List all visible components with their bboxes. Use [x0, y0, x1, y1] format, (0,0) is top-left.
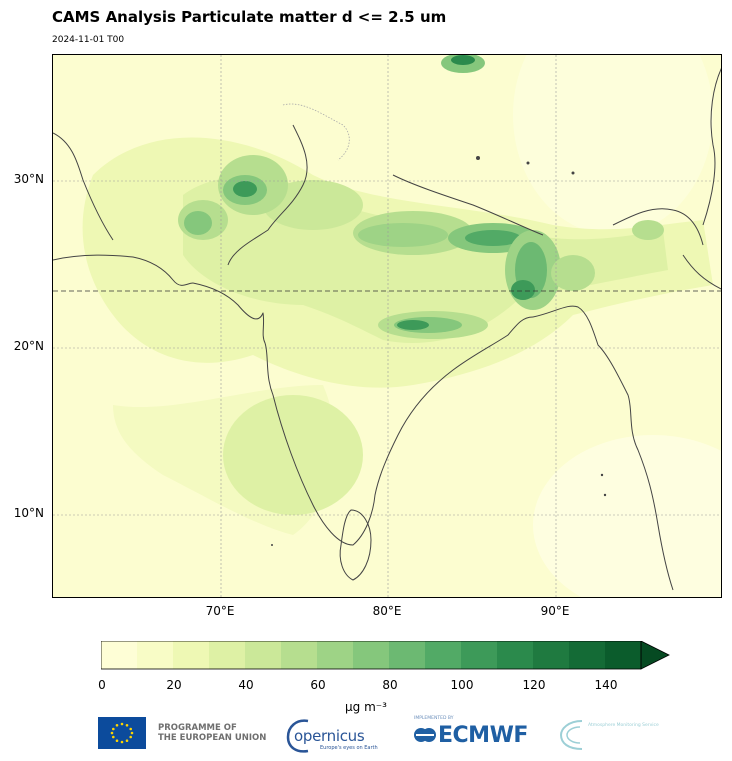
cams-text: Atmosphere Monitoring Service — [588, 723, 659, 728]
colorbar-cell — [497, 641, 534, 669]
pm25-field — [82, 55, 721, 597]
eu-flag-icon — [98, 717, 146, 749]
lat-label-30n: 30°N — [13, 172, 44, 186]
colorbar-cell — [425, 641, 462, 669]
copernicus-c-icon — [286, 719, 309, 753]
disputed-borders — [282, 103, 350, 161]
lon-label-80e: 80°E — [372, 604, 402, 618]
coastlines — [53, 68, 721, 591]
colorbar-cell — [245, 641, 282, 669]
islands — [271, 156, 607, 546]
ecmwf-mark-icon — [414, 728, 436, 742]
colorbar-cell — [173, 641, 210, 669]
map-canvas — [53, 55, 721, 597]
colorbar-cell — [317, 641, 354, 669]
logo-strip: PROGRAMME OF THE EUROPEAN UNION opernicu… — [98, 713, 659, 757]
copernicus-logo: opernicus Europe's eyes on Earth — [284, 715, 384, 755]
colorbar — [101, 641, 670, 670]
colorbar-tick-120: 120 — [522, 678, 546, 692]
colorbar-tick-0: 0 — [98, 678, 106, 692]
colorbar-cell — [569, 641, 606, 669]
lon-label-90e: 90°E — [540, 604, 570, 618]
colorbar-cell — [281, 641, 318, 669]
map-date: 2024-11-01 T00 — [52, 35, 125, 45]
colorbar-cell — [533, 641, 570, 669]
colorbar-cell — [605, 641, 642, 669]
colorbar-tick-80: 80 — [382, 678, 398, 692]
colorbar-cell — [461, 641, 498, 669]
colorbar-cell — [137, 641, 174, 669]
colorbar-outline — [101, 641, 642, 670]
colorbar-extend-arrow — [640, 641, 670, 670]
lon-label-70e: 70°E — [205, 604, 235, 618]
colorbar-cell — [353, 641, 390, 669]
lat-label-10n: 10°N — [13, 506, 44, 520]
colorbar-cell — [101, 641, 138, 669]
lat-label-20n: 20°N — [13, 339, 44, 353]
colorbar-tick-140: 140 — [594, 678, 618, 692]
ecmwf-implemented-by: IMPLEMENTED BY — [414, 716, 454, 721]
colorbar-units-label: µg m⁻³ — [345, 700, 387, 714]
colorbar-cell — [209, 641, 246, 669]
colorbar-tick-20: 20 — [166, 678, 182, 692]
ecmwf-logo: ECMWF — [438, 723, 528, 748]
colorbar-tick-60: 60 — [310, 678, 326, 692]
colorbar-tick-100: 100 — [450, 678, 474, 692]
map-panel[interactable] — [52, 54, 722, 598]
colorbar-cell — [389, 641, 426, 669]
eu-programme-text: PROGRAMME OF THE EUROPEAN UNION — [158, 723, 267, 743]
cams-logo-icon — [559, 720, 583, 750]
graticule — [53, 55, 721, 597]
colorbar-tick-40: 40 — [238, 678, 254, 692]
map-title: CAMS Analysis Particulate matter d <= 2.… — [52, 8, 447, 26]
